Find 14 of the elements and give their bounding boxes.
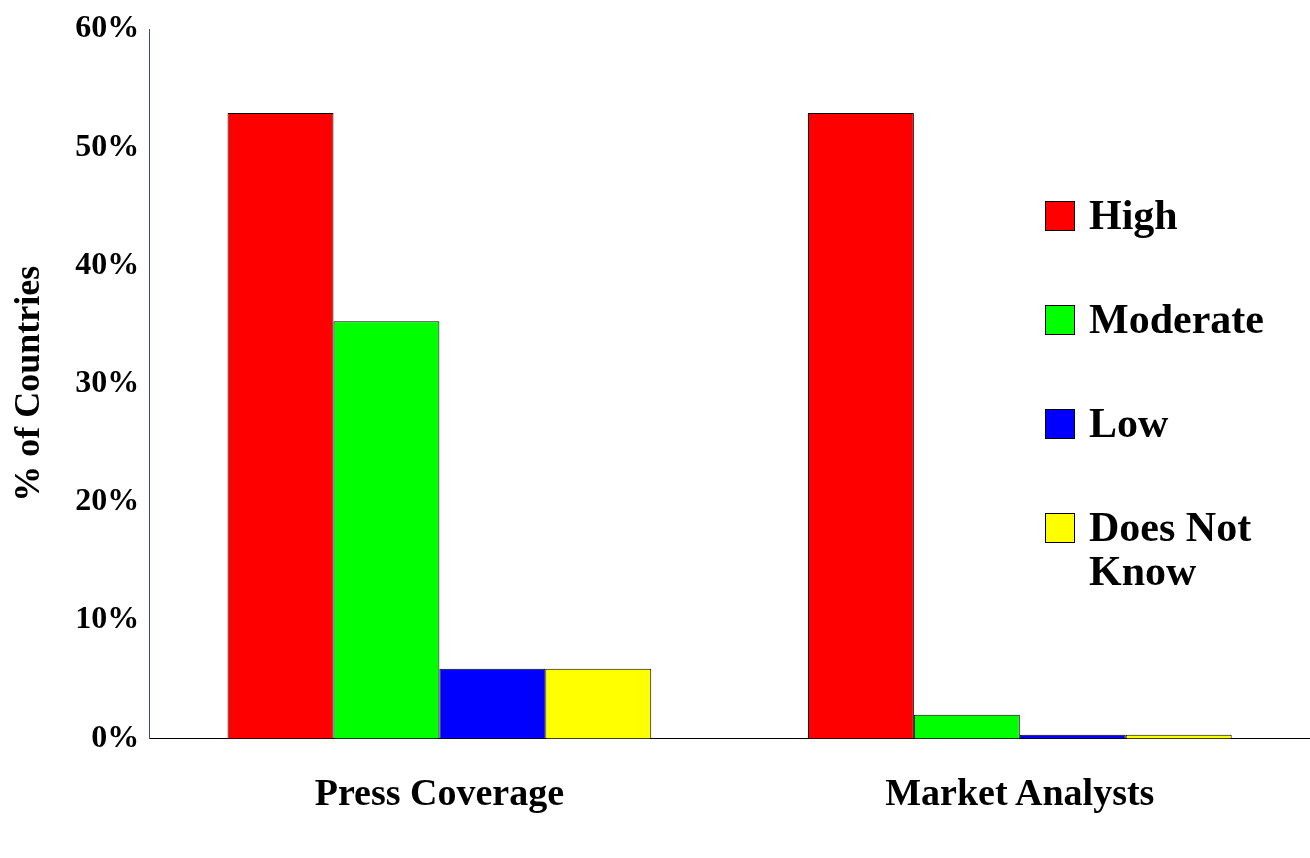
y-tick-label: 10% [75,599,140,636]
y-tick-label: 0% [91,717,140,754]
y-tick-label: 20% [75,481,140,518]
y-axis-title: % of Countries [6,265,47,502]
legend-label: Low [1089,400,1170,446]
legend-label: Moderate [1089,296,1265,342]
y-tick-label: 50% [75,126,140,163]
legend-label: High [1089,192,1179,238]
y-tick-label: 60% [75,8,140,45]
legend-label: Does Not Know [1089,504,1253,594]
x-tick-label: Market Analysts [885,771,1155,814]
y-tick-label: 30% [75,363,140,400]
x-tick-label: Press Coverage [314,771,565,814]
y-tick-label: 40% [75,244,140,281]
